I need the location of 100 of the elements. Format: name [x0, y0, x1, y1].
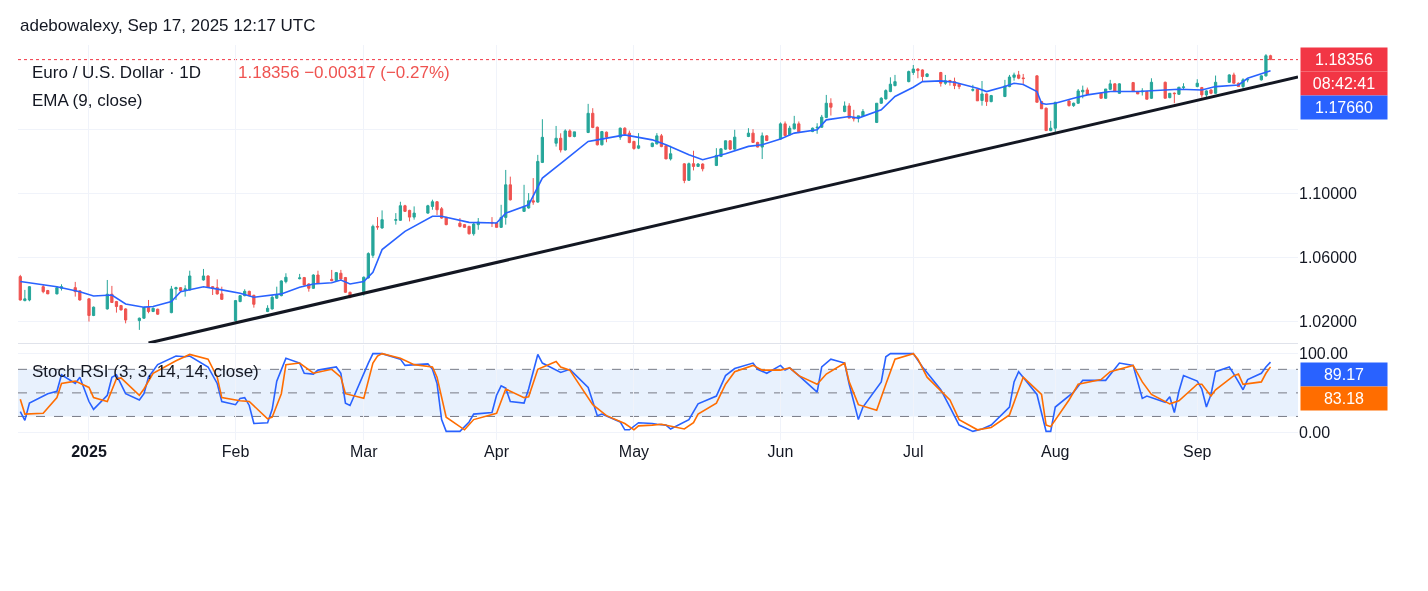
candlestick — [430, 199, 435, 211]
text: 83.18 — [1323, 390, 1365, 407]
candlestick — [1204, 89, 1209, 99]
x-tick-label: Jun — [767, 443, 794, 460]
candlestick — [765, 134, 769, 142]
candlestick — [746, 127, 751, 138]
text: 89.17 — [1323, 366, 1365, 383]
y-tick-label: 0.00 — [1299, 423, 1331, 441]
candlestick — [412, 205, 416, 221]
x-tick-label: Mar — [349, 443, 379, 460]
candlestick — [563, 128, 567, 152]
candlestick — [559, 132, 563, 153]
candlestick — [843, 100, 847, 113]
candlestick — [984, 92, 989, 107]
candlestick — [691, 150, 696, 171]
candlestick — [380, 209, 384, 230]
candlestick — [375, 216, 380, 231]
candlestick — [980, 80, 984, 107]
candlestick — [1131, 81, 1135, 93]
candlestick — [701, 162, 705, 172]
candlestick — [829, 97, 833, 117]
candlestick — [1209, 88, 1213, 95]
text: Stoch RSI (3, 3, 14, 14, close) — [32, 362, 259, 381]
candlestick — [508, 176, 512, 201]
x-tick-label: Jul — [903, 443, 924, 460]
candlestick — [233, 299, 238, 323]
annotation: EMA (9, close) — [32, 91, 143, 110]
y-tick-label: 1.02000 — [1299, 312, 1357, 330]
y-tick-label: 1.06000 — [1299, 248, 1357, 266]
candlestick — [531, 177, 535, 206]
candlestick — [1172, 92, 1176, 104]
candlestick — [105, 279, 109, 311]
candlestick — [760, 132, 764, 160]
candlestick — [151, 306, 155, 313]
candlestick — [18, 274, 22, 302]
x-tick-label: Aug — [1041, 443, 1070, 460]
candlestick — [398, 201, 403, 222]
text: 08:42:41 — [1312, 75, 1376, 92]
candlestick — [87, 297, 91, 323]
candlestick — [682, 162, 686, 184]
candlestick — [1264, 53, 1268, 78]
candlestick — [55, 286, 59, 295]
candlestick — [751, 128, 755, 144]
candlestick — [568, 128, 572, 138]
candlestick — [925, 72, 929, 78]
text: 1.17660 — [1315, 99, 1373, 116]
candlestick — [696, 162, 700, 167]
candlestick — [920, 68, 925, 83]
candlestick — [1067, 99, 1071, 108]
candlestick — [1246, 77, 1250, 83]
candlestick — [916, 67, 920, 79]
candlestick — [815, 122, 819, 135]
candlestick — [1232, 72, 1236, 84]
candlestick — [1168, 92, 1172, 99]
candlestick — [989, 94, 993, 103]
candlestick — [554, 125, 558, 148]
candlestick — [522, 184, 526, 213]
x-tick-label: Feb — [221, 443, 250, 460]
candlestick — [330, 269, 334, 282]
candlestick — [201, 268, 206, 282]
candlestick — [636, 132, 641, 149]
candlestick — [1017, 70, 1021, 80]
candlestick — [668, 145, 673, 161]
ref-line-label: 1.18356 — [1315, 51, 1373, 68]
candlestick — [156, 308, 160, 316]
y-tick-label: 1.10000 — [1299, 184, 1357, 202]
candlestick — [586, 103, 590, 134]
candlestick — [504, 169, 508, 226]
candlestick — [467, 225, 471, 236]
x-tick-label: May — [618, 443, 650, 460]
candlestick — [23, 289, 27, 302]
x-tick-label: Apr — [484, 443, 510, 460]
x-tick-label: Sep — [1183, 443, 1212, 460]
candlestick — [362, 275, 366, 297]
candlestick — [1049, 120, 1053, 132]
text: adebowalexy, Sep 17, 2025 12:17 UTC — [20, 16, 316, 35]
x-tick-label: 2025 — [71, 443, 107, 460]
candlestick — [1181, 82, 1186, 91]
candlestick — [1021, 73, 1025, 85]
candlestick — [426, 204, 430, 215]
candlestick — [733, 129, 737, 151]
candlestick — [797, 120, 801, 134]
candlestick — [298, 273, 302, 280]
candlestick — [178, 286, 183, 292]
candlestick — [407, 209, 412, 222]
candlestick — [27, 285, 32, 302]
candlestick — [783, 120, 787, 137]
candlestick — [1227, 73, 1231, 84]
candlestick — [1195, 78, 1199, 88]
candlestick — [458, 217, 462, 228]
y-tick-label: 100.00 — [1299, 345, 1349, 363]
candlestick — [435, 200, 439, 216]
candlestick — [472, 221, 476, 237]
candlestick — [824, 94, 828, 119]
candlestick — [316, 270, 320, 285]
text: 1.18356 −0.00317 (−0.27%) — [238, 63, 450, 82]
candlestick — [971, 84, 975, 93]
candlestick — [572, 131, 577, 138]
candlestick — [687, 162, 691, 182]
candlestick — [1145, 90, 1149, 100]
